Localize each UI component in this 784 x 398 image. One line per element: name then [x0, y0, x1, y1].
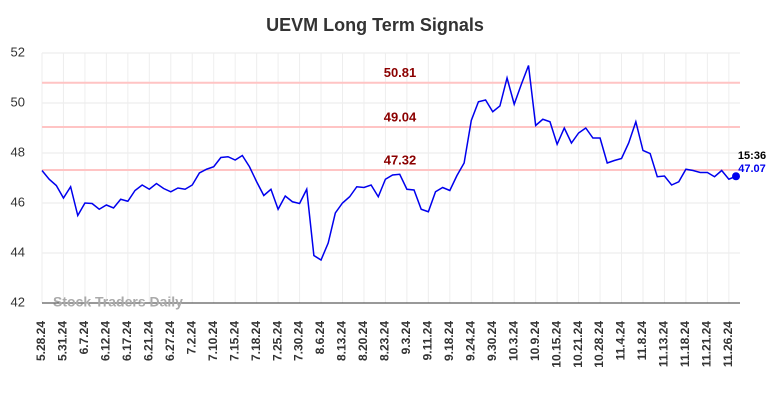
y-tick-label: 50: [11, 94, 25, 109]
x-tick-label: 11.8.24: [635, 321, 649, 361]
x-tick-label: 11.13.24: [657, 321, 671, 367]
x-tick-label: 6.21.24: [141, 321, 155, 361]
x-tick-label: 8.23.24: [378, 321, 392, 361]
last-time: 15:36: [738, 150, 766, 162]
x-tick-label: 11.4.24: [614, 321, 628, 361]
y-tick-label: 48: [11, 144, 25, 159]
x-tick-label: 6.17.24: [120, 321, 134, 361]
x-tick-label: 11.18.24: [678, 321, 692, 367]
x-tick-label: 10.15.24: [549, 321, 563, 368]
chart-title: UEVM Long Term Signals: [266, 15, 484, 35]
x-tick-label: 7.30.24: [292, 321, 306, 361]
x-tick-label: 7.10.24: [206, 321, 220, 361]
x-tick-label: 10.28.24: [592, 321, 606, 368]
y-tick-label: 42: [11, 294, 25, 309]
x-tick-label: 9.18.24: [442, 321, 456, 361]
x-tick-label: 9.24.24: [463, 321, 477, 361]
x-tick-label: 6.27.24: [163, 321, 177, 361]
x-tick-label: 7.25.24: [270, 321, 284, 361]
x-tick-label: 5.28.24: [34, 321, 48, 361]
x-tick-label: 9.30.24: [485, 321, 499, 361]
y-tick-label: 52: [11, 44, 25, 59]
last-value: 47.07: [738, 163, 766, 175]
x-tick-label: 7.2.24: [184, 321, 198, 355]
price-line: [41, 65, 737, 262]
x-tick-label: 9.3.24: [399, 321, 413, 355]
x-tick-label: 8.13.24: [335, 321, 349, 361]
level-label: 47.32: [384, 152, 417, 167]
x-tick-label: 8.6.24: [313, 321, 327, 355]
y-tick-label: 46: [11, 194, 25, 209]
x-tick-label: 10.3.24: [506, 321, 520, 361]
x-tick-label: 11.26.24: [721, 321, 735, 367]
x-tick-label: 9.11.24: [421, 321, 435, 361]
level-label: 50.81: [384, 65, 417, 80]
x-tick-label: 6.7.24: [77, 321, 91, 355]
x-tick-label: 5.31.24: [56, 321, 70, 361]
watermark: Stock Traders Daily: [53, 294, 183, 310]
x-tick-label: 6.12.24: [99, 321, 113, 361]
x-tick-label: 7.15.24: [227, 321, 241, 361]
x-tick-label: 10.21.24: [571, 321, 585, 368]
last-point: [732, 172, 740, 181]
x-tick-label: 7.18.24: [249, 321, 263, 361]
level-label: 49.04: [384, 109, 417, 124]
x-tick-label: 11.21.24: [700, 321, 714, 367]
y-tick-label: 44: [11, 244, 25, 259]
x-tick-label: 8.20.24: [356, 321, 370, 361]
x-tick-label: 10.9.24: [528, 321, 542, 361]
